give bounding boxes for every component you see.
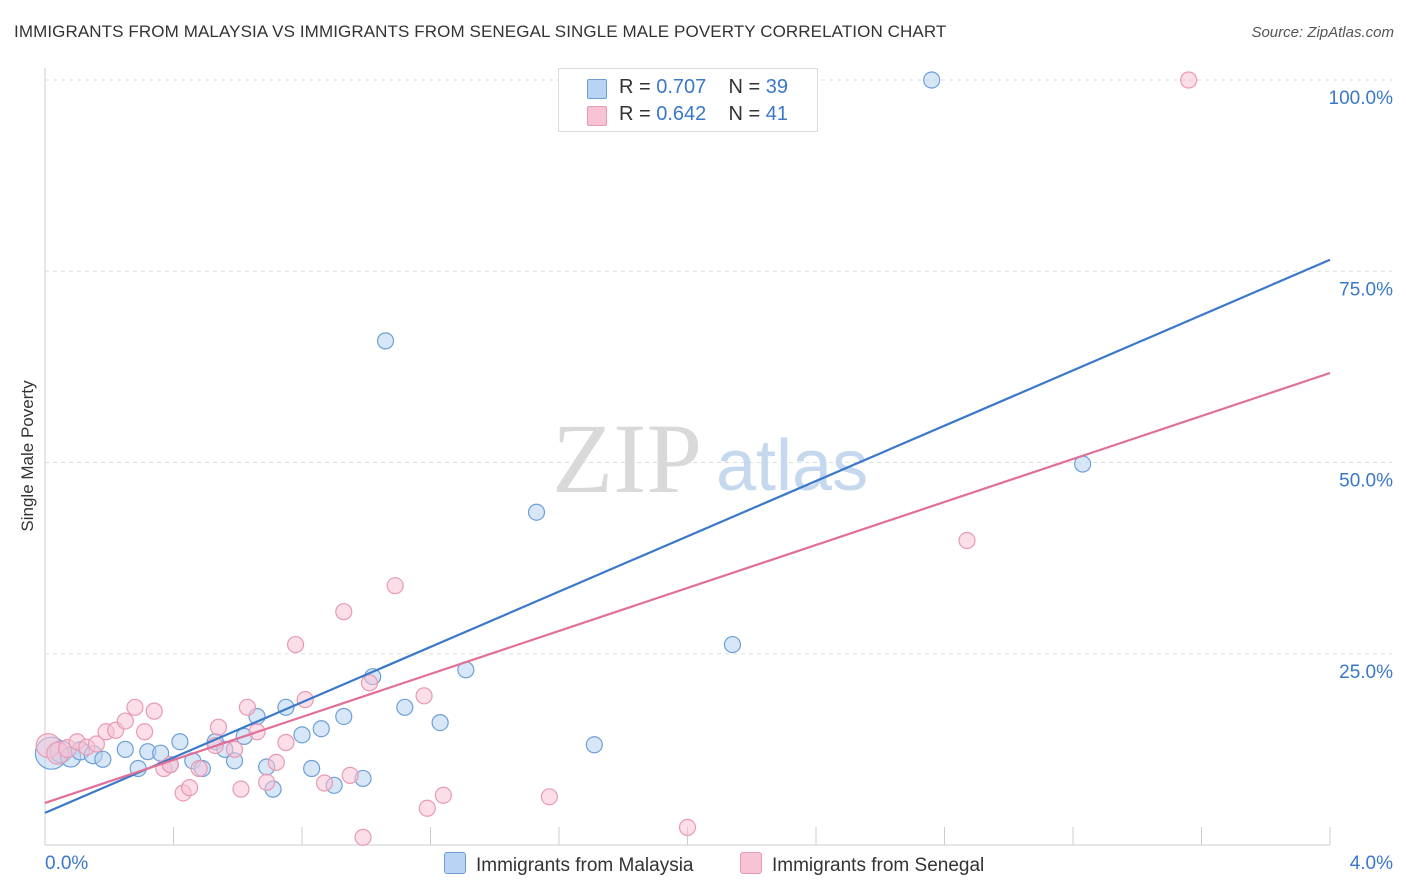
point-malaysia bbox=[293, 726, 311, 744]
legend-swatch-malaysia bbox=[587, 79, 607, 99]
point-senegal bbox=[225, 740, 244, 758]
point-senegal bbox=[540, 788, 558, 806]
point-malaysia bbox=[171, 733, 189, 751]
point-senegal bbox=[238, 698, 256, 716]
point-senegal bbox=[209, 718, 228, 736]
y-tick-label: 75.0% bbox=[1339, 279, 1393, 300]
legend-n-label: N = bbox=[728, 76, 766, 98]
y-tick-label: 50.0% bbox=[1339, 471, 1393, 492]
legend-r-label: R = bbox=[619, 103, 657, 125]
point-senegal bbox=[286, 635, 305, 654]
legend-swatch-senegal bbox=[587, 106, 607, 126]
point-senegal bbox=[335, 603, 353, 621]
axes bbox=[44, 68, 1331, 846]
point-malaysia bbox=[527, 503, 546, 521]
point-malaysia bbox=[116, 740, 134, 758]
point-senegal bbox=[232, 780, 250, 798]
point-senegal bbox=[145, 702, 163, 720]
watermark-zip-text: ZIP bbox=[552, 403, 702, 514]
point-senegal bbox=[190, 759, 208, 778]
trendline-malaysia bbox=[44, 258, 1331, 814]
point-senegal bbox=[135, 723, 154, 741]
point-senegal bbox=[126, 698, 144, 716]
point-malaysia bbox=[94, 750, 112, 768]
point-senegal bbox=[277, 733, 295, 752]
point-malaysia bbox=[303, 759, 321, 778]
point-senegal bbox=[418, 799, 436, 817]
point-senegal bbox=[434, 786, 452, 804]
point-senegal bbox=[341, 766, 359, 784]
legend-n-value: 39 bbox=[765, 76, 789, 98]
watermark-atlas-text: atlas bbox=[716, 426, 868, 506]
point-malaysia bbox=[312, 720, 330, 738]
point-malaysia bbox=[431, 713, 449, 732]
legend-n-label: N = bbox=[728, 103, 766, 125]
point-malaysia bbox=[396, 698, 414, 716]
bottom-legend-swatch-senegal bbox=[740, 852, 762, 874]
point-senegal bbox=[678, 818, 697, 837]
point-senegal bbox=[354, 828, 372, 846]
point-malaysia bbox=[585, 736, 603, 754]
legend-r-label: R = bbox=[619, 76, 657, 98]
trendlines bbox=[44, 258, 1331, 814]
bottom-legend-swatch-malaysia bbox=[444, 852, 466, 874]
point-malaysia bbox=[923, 71, 941, 89]
watermark: ZIP atlas bbox=[552, 403, 868, 514]
bottom-legend-label-senegal: Immigrants from Senegal bbox=[772, 855, 985, 876]
legend: R = 0.707 N = 39 R = 0.642 N = 41 bbox=[558, 68, 818, 132]
point-senegal bbox=[87, 735, 106, 753]
point-senegal bbox=[386, 577, 404, 595]
point-malaysia bbox=[335, 707, 353, 726]
point-senegal bbox=[360, 674, 379, 692]
x-tick-label-min: 0.0% bbox=[45, 853, 88, 874]
trendline-senegal bbox=[44, 371, 1331, 804]
point-senegal bbox=[958, 531, 976, 550]
bottom-legend-senegal: Immigrants from Senegal bbox=[740, 852, 984, 877]
bottom-legend-malaysia: Immigrants from Malaysia bbox=[444, 852, 694, 877]
point-senegal bbox=[258, 773, 276, 791]
point-senegal bbox=[415, 687, 433, 705]
legend-r-value: 0.642 bbox=[656, 103, 707, 125]
point-senegal bbox=[180, 779, 199, 797]
point-malaysia bbox=[376, 332, 395, 350]
bottom-legend-label-malaysia: Immigrants from Malaysia bbox=[476, 855, 694, 876]
y-tick-label: 100.0% bbox=[1329, 88, 1394, 109]
y-tick-label: 25.0% bbox=[1339, 662, 1393, 683]
chart-title: IMMIGRANTS FROM MALAYSIA VS IMMIGRANTS F… bbox=[14, 22, 947, 41]
grid bbox=[45, 79, 1392, 655]
point-senegal bbox=[267, 753, 285, 771]
x-tick-label-max: 4.0% bbox=[1350, 853, 1393, 874]
tick-labels: 25.0% 50.0% 75.0% 100.0% 0.0% 4.0% bbox=[45, 88, 1393, 874]
legend-r-value: 0.707 bbox=[656, 76, 707, 98]
point-senegal bbox=[1180, 71, 1198, 89]
point-malaysia bbox=[723, 635, 742, 654]
legend-n-value: 41 bbox=[765, 103, 789, 125]
point-senegal bbox=[116, 712, 134, 730]
source-label: Source: ZipAtlas.com bbox=[1251, 24, 1394, 41]
data-points bbox=[34, 71, 1198, 846]
point-senegal bbox=[315, 774, 334, 792]
